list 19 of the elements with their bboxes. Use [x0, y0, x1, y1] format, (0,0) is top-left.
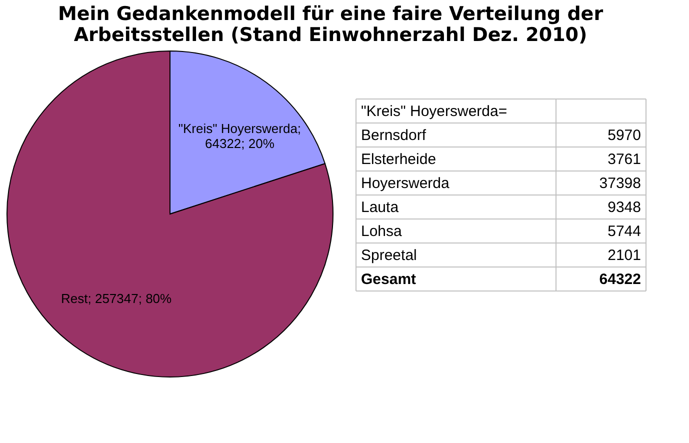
text: Lauta	[361, 199, 400, 216]
text: Lohsa	[361, 223, 403, 240]
pie-slice	[6, 50, 334, 378]
text: Hoyerswerda	[361, 175, 450, 192]
data-label: Rest; 257347; 80%	[61, 290, 172, 306]
text: Bernsdorf	[361, 127, 427, 144]
text: 9348	[608, 199, 641, 216]
text: 2101	[608, 247, 641, 264]
text: 37398	[599, 175, 641, 192]
text: Elsterheide	[361, 151, 436, 168]
text: Spreetal	[361, 247, 417, 264]
text: "Kreis" Hoyerswerda=	[361, 103, 508, 120]
text: 5744	[608, 223, 641, 240]
text: 3761	[608, 151, 641, 168]
chart-title: Mein Gedankenmodell für eine faire Verteilung der Arbeitsstellen (Stand Einwohnerzahl Dez. 2010)	[58, 3, 604, 46]
data-label: "Kreis" Hoyerswerda; 64322; 20%	[178, 121, 302, 152]
text: Gesamt	[361, 271, 416, 288]
text: 5970	[608, 127, 641, 144]
text: 64322	[599, 271, 641, 288]
